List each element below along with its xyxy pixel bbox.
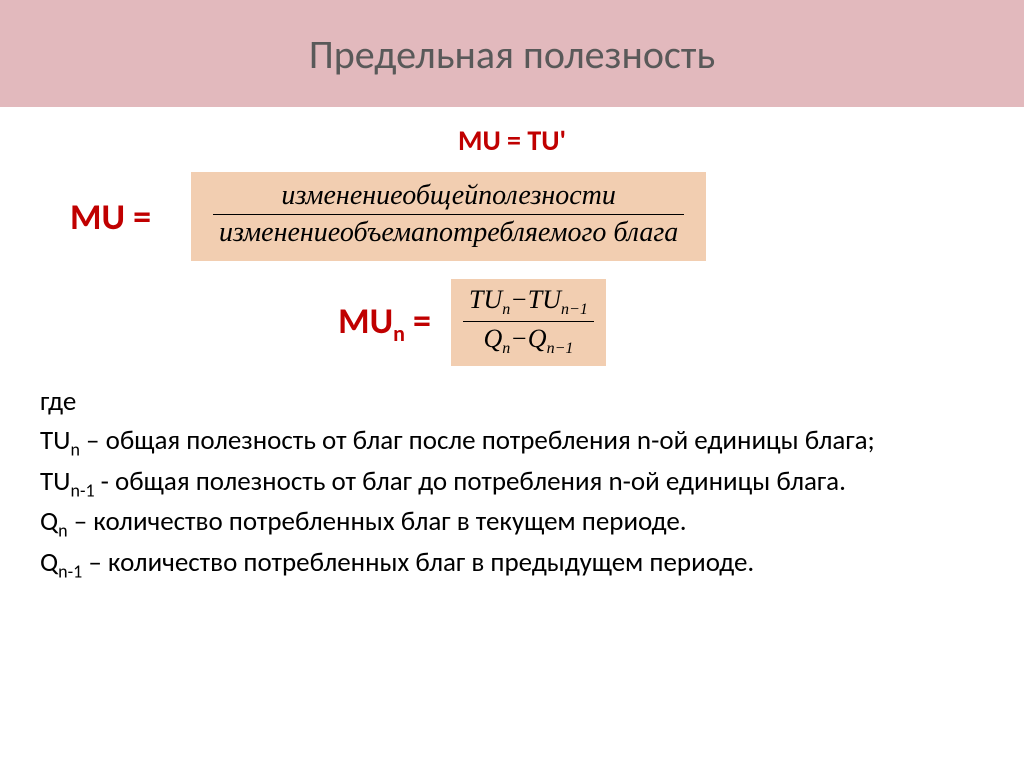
equation-2-fraction: изменениеобщейполезности изменениеобъема… — [213, 178, 684, 251]
eq2-denominator: изменениеобъемапотребляемого блага — [213, 215, 684, 251]
eq3-den-a: Q — [483, 324, 502, 353]
equation-3-fraction: TUn−TUn−1 Qn−Qn−1 — [463, 283, 594, 360]
equation-2-lhs: MU = — [70, 195, 151, 239]
eq3-denominator: Qn−Qn−1 — [463, 322, 594, 360]
equation-1: MU = TU' — [40, 123, 984, 158]
def-line-4: Qn-1 – количество потребленных благ в пр… — [40, 545, 984, 584]
eq3-tail: = — [405, 299, 431, 343]
equation-2-fraction-box: изменениеобщейполезности изменениеобъема… — [191, 172, 706, 261]
eq3-base: MU — [338, 299, 393, 343]
equation-3-row: MUn = TUn−TUn−1 Qn−Qn−1 — [0, 279, 984, 366]
slide-title: Предельная полезность — [0, 30, 1024, 79]
def3-term: Q — [40, 505, 58, 538]
equation-3-lhs: MUn = — [338, 299, 431, 347]
equation-3-fraction-box: TUn−TUn−1 Qn−Qn−1 — [451, 279, 606, 366]
def1-text: – общая полезность от благ после потребл… — [80, 424, 875, 457]
eq3-num-a-sub: n — [502, 301, 510, 318]
def1-term: TU — [40, 424, 70, 457]
eq3-numerator: TUn−TUn−1 — [463, 283, 594, 322]
content-area: MU = TU' MU = изменениеобщейполезности и… — [0, 107, 1024, 584]
eq2-numerator: изменениеобщейполезности — [213, 178, 684, 215]
eq3-num-a: TU — [469, 285, 502, 314]
where-label: где — [40, 384, 984, 420]
def4-text: – количество потребленных благ в предыду… — [82, 546, 754, 579]
equation-2-row: MU = изменениеобщейполезности изменениео… — [40, 172, 984, 261]
def3-text: – количество потребленных благ в текущем… — [68, 505, 687, 538]
def4-term: Q — [40, 546, 58, 579]
eq3-den-b-sub: n−1 — [547, 340, 574, 357]
def2-text: - общая полезность от благ до потреблени… — [95, 465, 846, 498]
def-line-1: TUn – общая полезность от благ после пот… — [40, 423, 984, 462]
def1-sub: n — [70, 438, 79, 460]
def3-sub: n — [58, 520, 67, 542]
eq3-den-b: Q — [528, 324, 547, 353]
def2-sub: n-1 — [70, 479, 94, 501]
eq3-num-b: TU — [528, 285, 561, 314]
title-band: Предельная полезность — [0, 0, 1024, 107]
definitions: где TUn – общая полезность от благ после… — [40, 384, 984, 583]
def-line-2: TUn-1 - общая полезность от благ до потр… — [40, 464, 984, 503]
def-line-3: Qn – количество потребленных благ в теку… — [40, 504, 984, 543]
slide: Предельная полезность MU = TU' MU = изме… — [0, 0, 1024, 767]
eq3-den-a-sub: n — [502, 340, 510, 357]
eq3-sub: n — [393, 320, 405, 347]
eq3-num-b-sub: n−1 — [561, 301, 588, 318]
def4-sub: n-1 — [58, 560, 82, 582]
def2-term: TU — [40, 465, 70, 498]
